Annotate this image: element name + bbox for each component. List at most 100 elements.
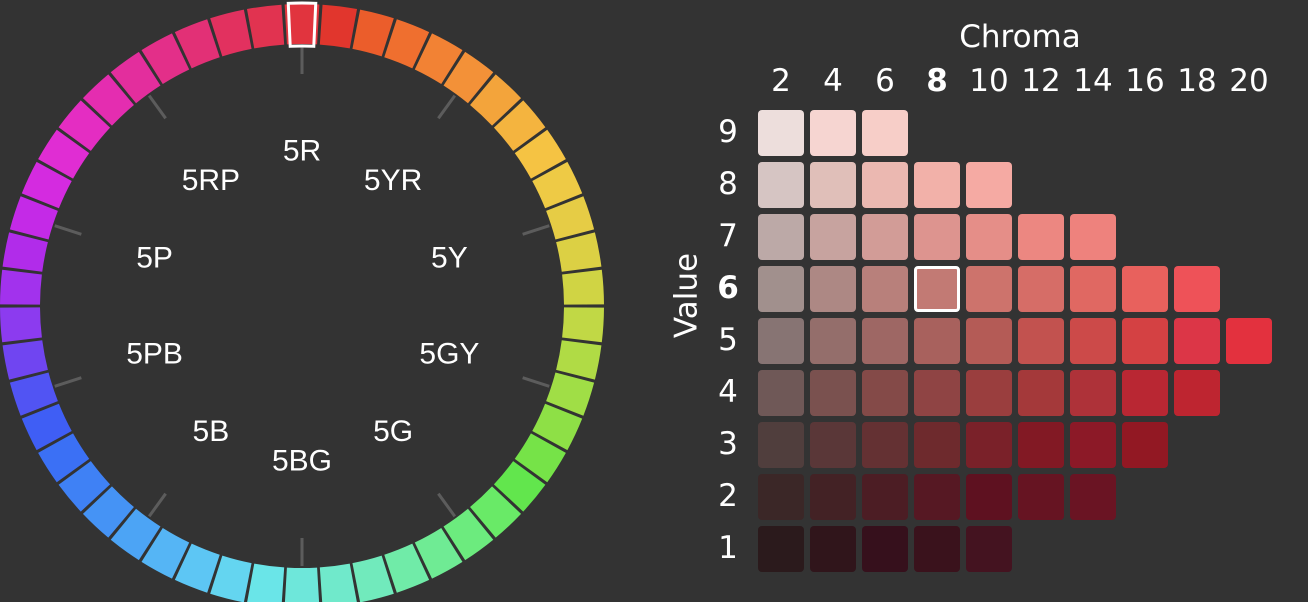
color-chip-v1-c8[interactable] (914, 526, 960, 572)
hue-segment[interactable] (493, 100, 546, 151)
hue-segment[interactable] (82, 486, 134, 538)
color-chip-v3-c14[interactable] (1070, 422, 1116, 468)
color-chip-v3-c2[interactable] (758, 422, 804, 468)
color-chip-v7-c8[interactable] (914, 214, 960, 260)
color-chip-v5-c14[interactable] (1070, 318, 1116, 364)
color-chip-v6-c8[interactable] (914, 266, 960, 312)
hue-segment[interactable] (319, 563, 357, 602)
color-chip-v4-c2[interactable] (758, 370, 804, 416)
hue-segment[interactable] (38, 433, 90, 483)
color-chip-v3-c16[interactable] (1122, 422, 1168, 468)
color-chip-v6-c6[interactable] (862, 266, 908, 312)
hue-segment[interactable] (470, 74, 522, 126)
hue-segment[interactable] (514, 129, 566, 179)
color-chip-v2-c8[interactable] (914, 474, 960, 520)
color-chip-v1-c6[interactable] (862, 526, 908, 572)
color-chip-v8-c10[interactable] (966, 162, 1012, 208)
color-chip-v2-c12[interactable] (1018, 474, 1064, 520)
color-chip-v6-c16[interactable] (1122, 266, 1168, 312)
hue-segment[interactable] (141, 527, 190, 579)
color-chip-v5-c6[interactable] (862, 318, 908, 364)
hue-segment[interactable] (284, 3, 320, 45)
hue-segment[interactable] (546, 196, 595, 240)
hue-segment[interactable] (141, 33, 190, 85)
color-chip-v6-c18[interactable] (1174, 266, 1220, 312)
color-chip-v3-c4[interactable] (810, 422, 856, 468)
color-chip-v3-c6[interactable] (862, 422, 908, 468)
color-chip-v4-c6[interactable] (862, 370, 908, 416)
hue-segment[interactable] (562, 307, 604, 343)
hue-segment[interactable] (414, 33, 463, 85)
color-chip-v9-c4[interactable] (810, 110, 856, 156)
color-chip-v1-c2[interactable] (758, 526, 804, 572)
color-chip-v5-c8[interactable] (914, 318, 960, 364)
hue-segment[interactable] (2, 232, 48, 272)
color-chip-v6-c12[interactable] (1018, 266, 1064, 312)
color-chip-v4-c12[interactable] (1018, 370, 1064, 416)
hue-segment[interactable] (9, 196, 58, 240)
color-chip-v3-c10[interactable] (966, 422, 1012, 468)
hue-segment[interactable] (532, 403, 583, 451)
color-chip-v8-c6[interactable] (862, 162, 908, 208)
color-chip-v5-c18[interactable] (1174, 318, 1220, 364)
hue-segment[interactable] (384, 19, 430, 69)
hue-segment[interactable] (562, 269, 604, 305)
hue-segment[interactable] (21, 403, 72, 451)
hue-segment[interactable] (110, 51, 161, 104)
hue-segment[interactable] (174, 543, 220, 593)
hue-segment[interactable] (58, 461, 111, 512)
color-chip-v8-c2[interactable] (758, 162, 804, 208)
color-chip-v7-c6[interactable] (862, 214, 908, 260)
color-chip-v6-c10[interactable] (966, 266, 1012, 312)
color-chip-v7-c14[interactable] (1070, 214, 1116, 260)
color-chip-v1-c4[interactable] (810, 526, 856, 572)
hue-segment[interactable] (319, 4, 358, 49)
color-chip-v9-c6[interactable] (862, 110, 908, 156)
color-chip-v5-c10[interactable] (966, 318, 1012, 364)
color-chip-v6-c14[interactable] (1070, 266, 1116, 312)
hue-segment[interactable] (210, 555, 252, 602)
color-chip-v2-c14[interactable] (1070, 474, 1116, 520)
color-chip-v6-c4[interactable] (810, 266, 856, 312)
hue-segment[interactable] (493, 461, 546, 512)
color-chip-v4-c4[interactable] (810, 370, 856, 416)
color-chip-v5-c2[interactable] (758, 318, 804, 364)
hue-segment[interactable] (443, 51, 494, 104)
color-chip-v2-c2[interactable] (758, 474, 804, 520)
color-chip-v3-c12[interactable] (1018, 422, 1064, 468)
hue-segment[interactable] (0, 307, 42, 343)
hue-segment[interactable] (246, 4, 285, 49)
color-chip-v4-c16[interactable] (1122, 370, 1168, 416)
hue-segment[interactable] (38, 129, 90, 179)
hue-segment[interactable] (174, 19, 220, 69)
hue-segment[interactable] (414, 527, 463, 579)
color-chip-v4-c14[interactable] (1070, 370, 1116, 416)
color-chip-v2-c6[interactable] (862, 474, 908, 520)
hue-segment[interactable] (2, 340, 48, 380)
color-chip-v5-c4[interactable] (810, 318, 856, 364)
hue-segment[interactable] (532, 161, 583, 209)
color-chip-v7-c12[interactable] (1018, 214, 1064, 260)
color-chip-v5-c16[interactable] (1122, 318, 1168, 364)
color-chip-v7-c10[interactable] (966, 214, 1012, 260)
color-chip-v7-c4[interactable] (810, 214, 856, 260)
color-chip-v4-c8[interactable] (914, 370, 960, 416)
hue-segment[interactable] (210, 9, 252, 57)
hue-segment[interactable] (58, 100, 111, 151)
hue-segment[interactable] (384, 543, 430, 593)
hue-segment[interactable] (21, 161, 72, 209)
color-chip-v1-c10[interactable] (966, 526, 1012, 572)
hue-segment[interactable] (352, 555, 394, 602)
hue-segment[interactable] (470, 486, 522, 538)
hue-segment[interactable] (546, 372, 595, 416)
color-chip-v8-c8[interactable] (914, 162, 960, 208)
hue-segment[interactable] (247, 563, 285, 602)
color-chip-v2-c10[interactable] (966, 474, 1012, 520)
color-chip-v7-c2[interactable] (758, 214, 804, 260)
hue-segment[interactable] (9, 372, 58, 416)
hue-segment[interactable] (284, 567, 320, 602)
hue-segment[interactable] (556, 340, 602, 380)
hue-segment[interactable] (443, 508, 494, 561)
color-chip-v8-c4[interactable] (810, 162, 856, 208)
hue-segment[interactable] (352, 9, 394, 57)
